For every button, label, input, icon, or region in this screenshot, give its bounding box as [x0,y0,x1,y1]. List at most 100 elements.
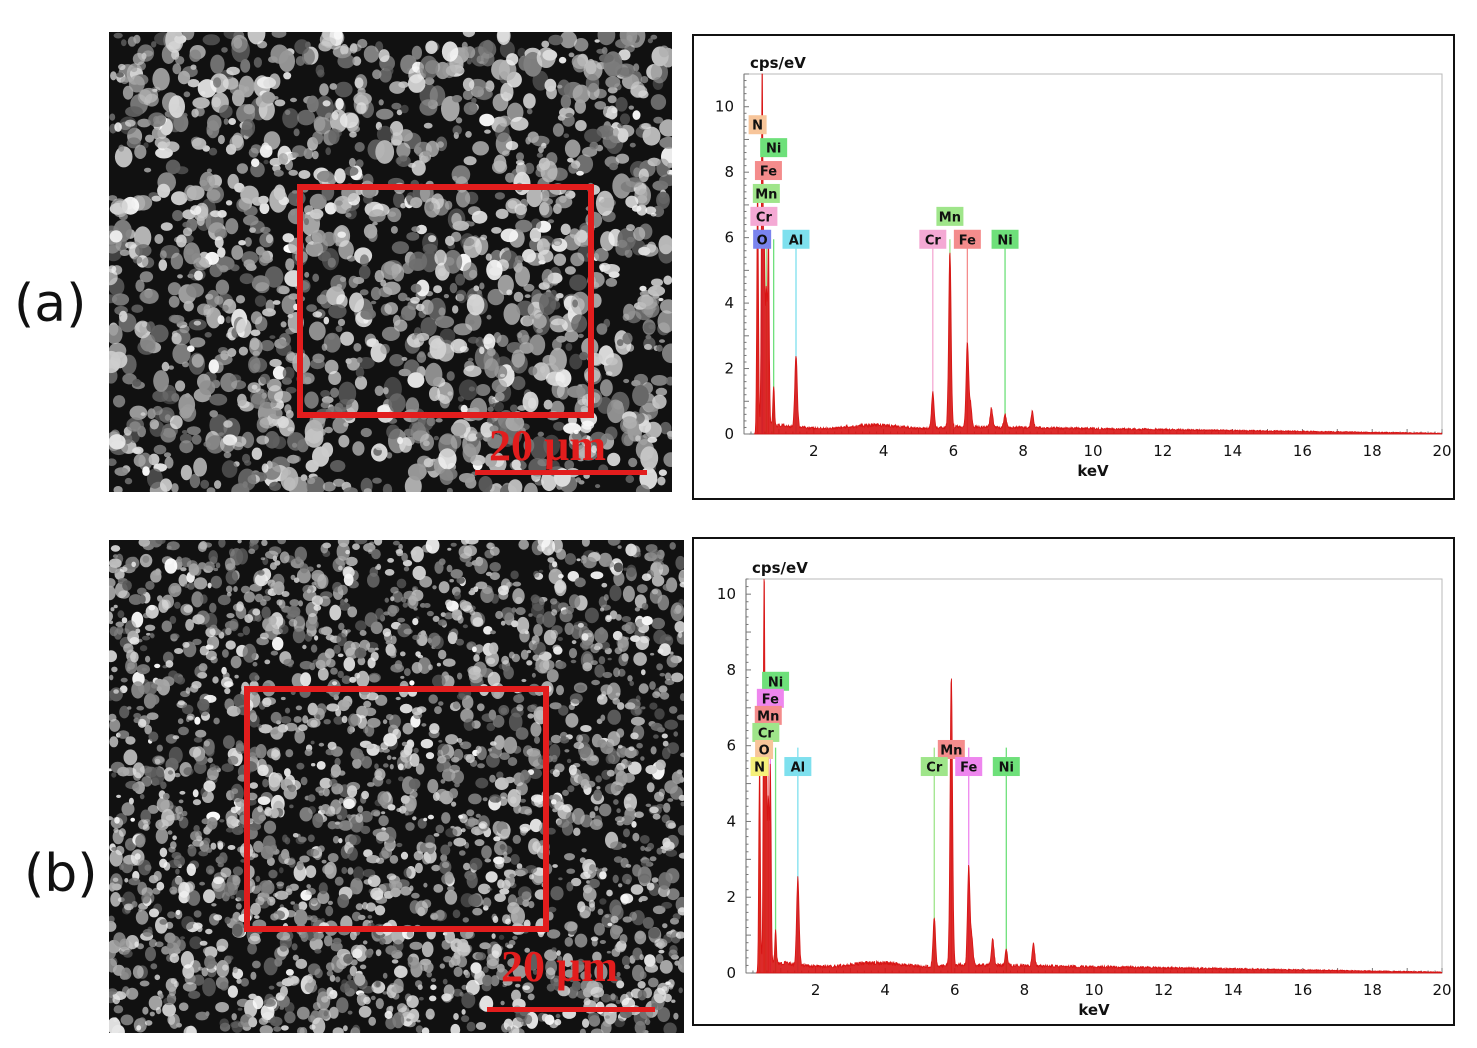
x-tick-label: 20 [1432,981,1451,999]
y-tick-label: 4 [724,294,734,312]
x-tick-label: 18 [1363,442,1382,460]
eds-spectrum-plot-b: 2 4 6 8 10 12 14 16 18 20 0 2 4 6 8 10 cps/eV keV Ni Fe Mn Cr… [717,559,1452,1019]
y-tick-label: 8 [724,163,734,181]
plot-area [745,578,1443,974]
element-label-ni: Ni [991,229,1019,249]
element-label-mn: Mn [752,183,780,203]
element-label-box [936,206,964,226]
spectrum-series [755,578,1443,974]
y-tick-label: 2 [726,888,736,906]
y-tick-label: 8 [726,661,736,679]
x-tick-label: 2 [809,442,819,460]
element-label-text: Mn [755,187,777,202]
element-label-box [748,115,767,135]
x-tick-label: 6 [950,981,960,999]
analysis-region-box [297,184,594,418]
y-tick-label: 0 [724,425,734,443]
element-label-text: Cr [926,761,943,776]
y-tick-label: 4 [726,812,736,830]
element-label-cr: Cr [752,722,780,742]
x-tick-label: 14 [1224,981,1243,999]
y-tick-label: 10 [715,98,734,116]
x-tick-label: 20 [1432,442,1451,460]
x-axis-title: keV [1077,462,1109,480]
element-label-o: O [755,739,774,759]
x-tick-label: 12 [1153,442,1172,460]
element-label-text: Cr [925,233,942,248]
scale-bar-label: 20 µm [489,421,607,470]
element-label-ni: Ni [760,138,788,158]
element-label-box [752,722,780,742]
element-label-al: Al [784,757,812,777]
y-tick-label: 0 [726,964,736,982]
element-label-box [991,229,1019,249]
element-label-text: Mn [757,709,779,724]
y-axis-title: cps/eV [752,559,808,577]
element-label-text: Ni [999,761,1014,776]
element-label-box [752,183,780,203]
element-label-text: Fe [959,233,976,248]
y-axis-title: cps/eV [750,54,806,72]
element-label-fe: Fe [953,229,981,249]
x-tick-label: 12 [1154,981,1173,999]
eds-spectrum-plot-a: 2 4 6 8 10 12 14 16 18 200246810cps/eVkeVNNiFeMnC… [715,54,1452,480]
element-label-ni: Ni [762,671,790,691]
panel-label-b: (b) [24,844,98,904]
panel-label-a: (a) [14,274,87,334]
x-tick-label: 4 [880,981,890,999]
element-label-text: Ni [768,675,783,690]
eds-spectrum-b: 2 4 6 8 10 12 14 16 18 20 0 2 4 6 8 10 cps/eV keV Ni Fe Mn Cr… [692,537,1455,1026]
element-label-box [760,138,788,158]
element-label-text: Fe [762,692,779,707]
x-tick-label: 16 [1293,442,1312,460]
element-label-mn: Mn [937,739,965,759]
element-label-box [750,757,769,777]
element-label-text: Cr [756,210,773,225]
element-label-text: Ni [997,233,1012,248]
y-tick-label: 6 [724,229,734,247]
element-label-al: Al [782,229,810,249]
element-label-text: Fe [960,761,977,776]
y-tick-label: 6 [726,737,736,755]
sem-grains [109,32,672,492]
element-label-text: N [754,761,765,776]
element-label-mn: Mn [936,206,964,226]
sem-micrograph-a: 20 µm [109,32,672,492]
element-label-text: O [757,233,768,248]
x-tick-label: 10 [1083,442,1102,460]
element-label-cr: Cr [920,757,948,777]
x-axis-title: keV [1078,1001,1110,1019]
element-label-text: Mn [939,210,961,225]
element-label-box [782,229,810,249]
x-tick-label: 18 [1363,981,1382,999]
element-label-box [754,705,782,725]
element-label-cr: Cr [750,206,778,226]
x-tick-label: 8 [1018,442,1028,460]
element-label-n: N [748,115,767,135]
element-label-box [784,757,812,777]
element-label-o: O [753,229,772,249]
element-label-fe: Fe [955,757,983,777]
element-label-box [992,757,1020,777]
element-label-fe: Fe [754,161,782,181]
x-tick-label: 14 [1223,442,1242,460]
plot-area [743,73,1443,435]
element-label-box [755,739,774,759]
element-label-cr: Cr [919,229,947,249]
element-label-box [762,671,790,691]
sem-micrograph-b: 20 µm [109,540,684,1033]
element-label-text: N [752,119,763,134]
analysis-region-box [244,686,549,932]
y-tick-label: 2 [724,360,734,378]
element-label-fe: Fe [756,688,784,708]
element-label-box [937,739,965,759]
x-tick-label: 16 [1293,981,1312,999]
eds-spectrum-a: 2 4 6 8 10 12 14 16 18 20 0 2 4 6 8 10 cps/eV keV N Ni Fe Mn C… [692,34,1455,500]
element-label-box [955,757,983,777]
element-label-n: N [750,757,769,777]
x-tick-label: 4 [879,442,889,460]
element-label-text: Al [789,233,804,248]
element-label-text: Al [791,761,806,776]
element-label-text: Ni [766,142,781,157]
element-label-box [750,206,778,226]
